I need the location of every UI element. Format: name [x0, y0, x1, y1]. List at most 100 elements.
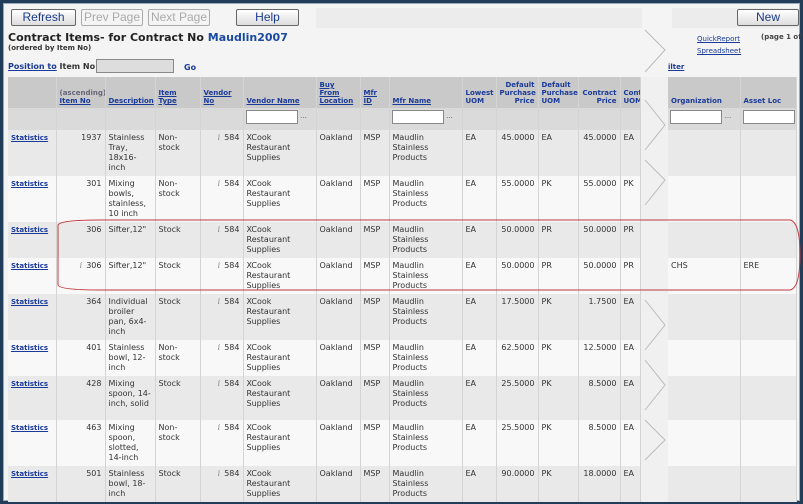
col-vendor-name[interactable]: Vendor Name: [243, 77, 317, 108]
item-type-value: Non-stock: [158, 343, 180, 362]
vendor-no-header[interactable]: Vendor No: [203, 89, 232, 105]
help-button[interactable]: Help: [236, 9, 299, 26]
statistics-link[interactable]: Statistics: [11, 262, 49, 270]
table-row: Statistics 463 Mixing spoon, slotted, 14-i…: [8, 420, 797, 466]
col-item-type[interactable]: Item Type: [155, 77, 201, 108]
description-value: Mixing spoon, 14-inch, solid: [108, 379, 151, 408]
col-description[interactable]: Description: [105, 77, 156, 108]
asset-loc-cell: ERE: [740, 258, 797, 294]
vendor-name-cell: XCook Restaurant Supplies: [243, 420, 317, 466]
filter-link[interactable]: ilter: [668, 63, 685, 71]
buy-from-value: Oakland: [319, 179, 353, 188]
go-button[interactable]: Go: [184, 63, 197, 72]
asset-loc-filter[interactable]: [742, 110, 795, 124]
vendor-name-cell: XCook Restaurant Supplies: [243, 340, 317, 376]
buy-from-header[interactable]: Buy From Location: [319, 81, 354, 105]
statistics-link[interactable]: Statistics: [11, 298, 49, 306]
vendor-lookup-button[interactable]: ...: [300, 112, 307, 120]
sort-note: (ascending): [59, 89, 105, 97]
item-no-header[interactable]: Item No: [59, 97, 91, 105]
statistics-link[interactable]: Statistics: [11, 344, 49, 352]
item-no-input[interactable]: [96, 59, 174, 73]
spreadsheet-link[interactable]: Spreadsheet: [697, 47, 742, 55]
statistics-link[interactable]: Statistics: [11, 180, 49, 188]
mfr-id-header[interactable]: Mfr ID: [363, 89, 377, 105]
description-cell: Mixing spoon, slotted, 14-inch: [105, 420, 156, 466]
description-cell: Mixing bowls, stainless, 10 inch: [105, 176, 156, 222]
item-no-value: 501: [86, 469, 102, 478]
default-uom-value: PK: [541, 297, 552, 306]
item-type-cell: Stock: [155, 466, 201, 502]
info-icon[interactable]: i: [217, 423, 221, 432]
refresh-button[interactable]: Refresh: [11, 9, 76, 26]
contract-price-value: 12.5000: [583, 343, 617, 352]
item-type-header[interactable]: Item Type: [158, 89, 177, 105]
statistics-link[interactable]: Statistics: [11, 380, 49, 388]
mfr-id-cell: MSP: [360, 340, 390, 376]
buy-from-cell: Oakland: [316, 420, 361, 466]
statistics-link[interactable]: Statistics: [11, 226, 49, 234]
vendor-no-cell: i 584: [200, 130, 244, 176]
info-icon[interactable]: i: [79, 261, 83, 270]
buy-from-cell: Oakland: [316, 466, 361, 502]
col-vendor-no[interactable]: Vendor No: [200, 77, 244, 108]
col-mfr-id[interactable]: Mfr ID: [360, 77, 390, 108]
info-icon[interactable]: i: [217, 469, 221, 478]
next-page-button[interactable]: Next Page: [148, 9, 210, 26]
info-icon[interactable]: i: [217, 379, 221, 388]
col-default-uom: Default Purchase UOM: [538, 77, 579, 108]
item-no-cell: 428: [56, 376, 106, 420]
asset-loc-cell: [740, 176, 797, 222]
info-icon[interactable]: i: [217, 297, 221, 306]
mfr-name-filter[interactable]: [391, 110, 444, 124]
info-icon[interactable]: i: [217, 133, 221, 142]
statistics-link[interactable]: Statistics: [11, 134, 49, 142]
table-row: Statistics 1937 Stainless Tray, 18x16-inch…: [8, 130, 797, 176]
mfr-name-value: Maudlin Stainless Products: [392, 261, 429, 290]
cont-uom-cell: EA: [620, 340, 641, 376]
info-icon[interactable]: i: [217, 179, 221, 188]
asset-loc-cell: [740, 466, 797, 502]
mfr-name-value: Maudlin Stainless Products: [392, 133, 429, 162]
mfr-name-value: Maudlin Stainless Products: [392, 469, 429, 498]
description-cell: Stainless bowl, 12-inch: [105, 340, 156, 376]
statistics-link[interactable]: Statistics: [11, 424, 49, 432]
new-button[interactable]: New: [737, 9, 799, 26]
vendor-name-value: XCook Restaurant Supplies: [246, 261, 291, 290]
position-to-link[interactable]: Position to: [8, 62, 57, 71]
info-icon[interactable]: i: [217, 261, 221, 270]
prev-page-button[interactable]: Prev Page: [81, 9, 143, 26]
vendor-no-value: 584: [224, 379, 240, 388]
table-row: Statistics 501 Stainless bowl, 18-inch Stoc…: [8, 466, 797, 502]
col-mfr-name[interactable]: Mfr Name: [389, 77, 463, 108]
mfr-id-cell: MSP: [360, 258, 390, 294]
col-item-no[interactable]: (ascending) Item No: [56, 77, 106, 108]
asset-loc-cell: [740, 420, 797, 466]
item-type-cell: Stock: [155, 222, 201, 258]
mfr-lookup-button[interactable]: ...: [446, 112, 453, 120]
lowest-uom-cell: EA: [462, 176, 497, 222]
organization-lookup-button[interactable]: ...: [724, 112, 732, 120]
vendor-name-header[interactable]: Vendor Name: [246, 97, 300, 105]
default-uom-value: EA: [541, 133, 553, 142]
description-header[interactable]: Description: [108, 97, 154, 105]
col-buy-from[interactable]: Buy From Location: [316, 77, 361, 108]
info-icon[interactable]: i: [217, 225, 221, 234]
mfr-id-cell: MSP: [360, 466, 390, 502]
page-title: Contract Items- for Contract No Maudlin2…: [8, 31, 288, 44]
vendor-no-value: 584: [224, 225, 240, 234]
info-icon[interactable]: i: [217, 343, 221, 352]
organization-filter[interactable]: [670, 110, 722, 124]
default-uom-cell: PK: [538, 376, 579, 420]
mfr-name-header[interactable]: Mfr Name: [392, 97, 432, 105]
statistics-link[interactable]: Statistics: [11, 470, 49, 478]
cont-uom-value: PR: [623, 261, 634, 270]
item-no-cell: 301: [56, 176, 106, 222]
quickreport-link[interactable]: QuickReport: [697, 35, 740, 43]
default-price-value: 25.5000: [501, 423, 535, 432]
vendor-name-filter[interactable]: [245, 110, 298, 124]
cont-uom-value: EA: [623, 343, 635, 352]
cont-uom-value: EA: [623, 469, 635, 478]
default-uom-cell: PK: [538, 340, 579, 376]
default-price-cell: 45.0000: [496, 130, 539, 176]
